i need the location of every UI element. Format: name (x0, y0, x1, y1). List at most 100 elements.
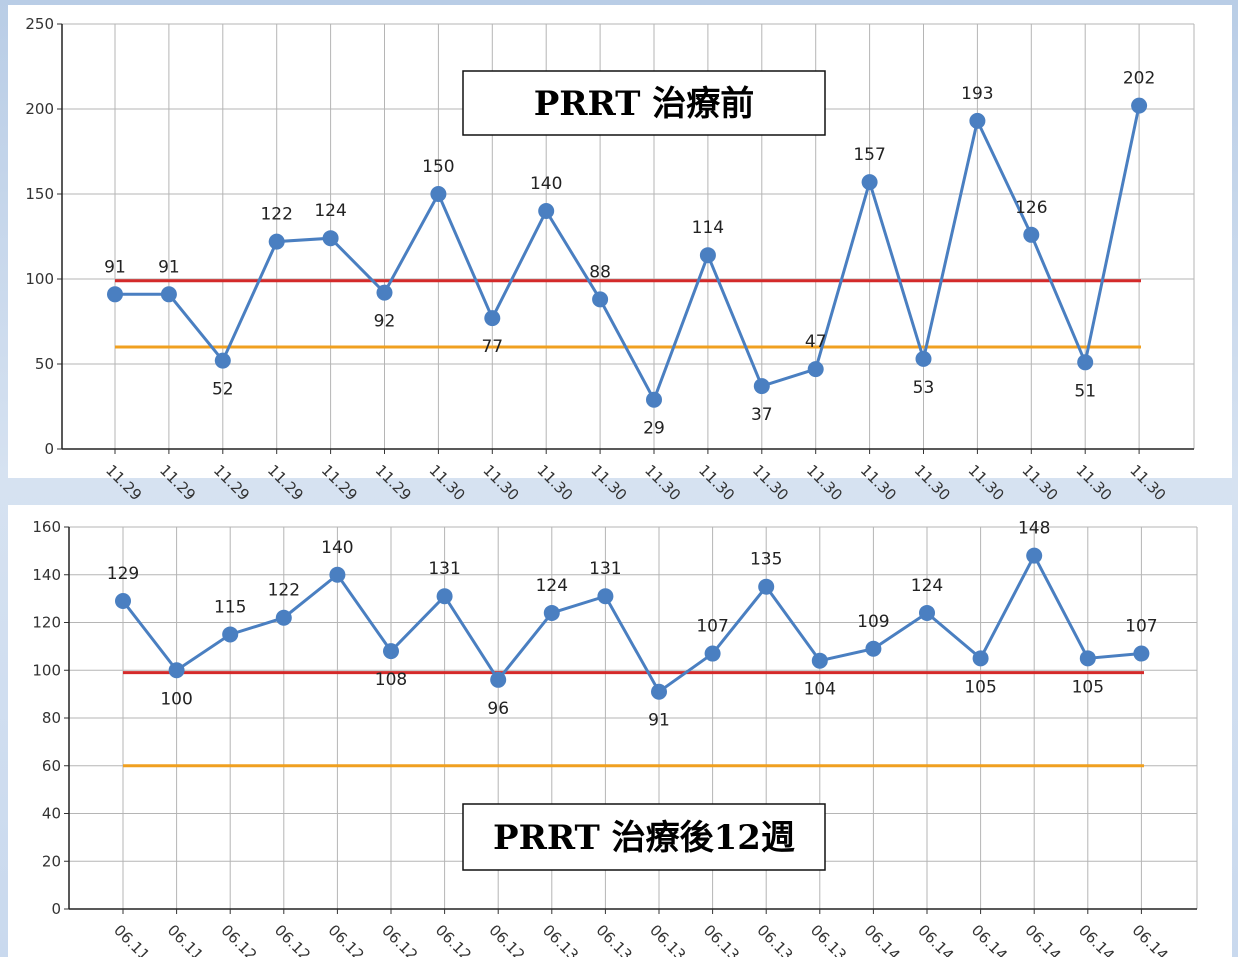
data-point (969, 112, 986, 129)
plot-panel (8, 505, 1232, 957)
data-label: 100 (160, 689, 192, 709)
data-point (436, 588, 453, 605)
data-point (919, 604, 935, 621)
data-point (1131, 97, 1148, 114)
data-label: 91 (648, 711, 670, 731)
data-label: 77 (481, 337, 503, 357)
data-label: 124 (911, 576, 943, 596)
data-point (160, 286, 177, 303)
y-tick-label: 150 (25, 185, 54, 203)
data-label: 124 (536, 576, 568, 596)
data-point (329, 566, 346, 583)
chart-title: PRRT 治療前 (534, 84, 755, 124)
series-line (121, 552, 1142, 694)
data-label: 126 (1015, 198, 1047, 218)
data-point (1077, 354, 1094, 371)
data-label: 51 (1074, 381, 1096, 401)
y-tick-label: 250 (25, 15, 54, 33)
data-label: 105 (1072, 677, 1104, 697)
data-label: 114 (692, 218, 724, 238)
data-label: 105 (964, 677, 996, 697)
data-label: 135 (750, 550, 782, 570)
y-tick-label: 140 (32, 566, 61, 584)
data-label: 104 (804, 680, 836, 700)
data-label: 107 (1125, 617, 1157, 637)
y-tick-label: 100 (25, 270, 54, 288)
data-point (275, 609, 292, 626)
data-label: 122 (260, 205, 292, 225)
data-label: 108 (375, 670, 407, 690)
data-label: 37 (751, 405, 773, 425)
data-point (1023, 226, 1040, 243)
y-tick-label: 80 (42, 709, 61, 727)
data-label: 96 (487, 699, 509, 719)
data-point (651, 683, 667, 700)
data-point (168, 662, 185, 679)
data-point (1079, 650, 1096, 667)
data-point (704, 645, 721, 662)
data-label: 107 (696, 617, 728, 637)
data-label: 131 (589, 559, 621, 579)
data-point (376, 284, 393, 301)
data-point (538, 203, 555, 219)
y-tick-label: 160 (32, 518, 61, 536)
data-label: 122 (268, 581, 300, 601)
data-label: 29 (643, 419, 665, 439)
data-point (115, 593, 131, 610)
data-point (646, 391, 662, 408)
y-tick-label: 0 (44, 440, 54, 458)
data-label: 53 (913, 378, 935, 398)
data-point (861, 174, 878, 191)
data-point (807, 361, 824, 378)
data-point (107, 286, 123, 303)
y-tick-label: 40 (42, 805, 61, 823)
y-tick-label: 50 (35, 355, 54, 373)
y-tick-label: 0 (51, 900, 61, 918)
chart-title: PRRT 治療後12週 (493, 818, 795, 858)
chart-title-box (462, 70, 826, 136)
y-tick-label: 20 (42, 852, 61, 870)
data-label: 148 (1018, 519, 1050, 539)
data-point (543, 604, 560, 621)
data-point (753, 378, 770, 395)
data-label: 131 (428, 559, 460, 579)
data-point (758, 578, 775, 595)
data-label: 157 (853, 145, 885, 165)
data-label: 150 (422, 157, 454, 177)
chart-title-box (462, 803, 826, 871)
data-label: 193 (961, 84, 993, 104)
y-tick-label: 200 (25, 100, 54, 118)
data-point (592, 291, 609, 308)
data-point (915, 350, 932, 367)
data-label: 202 (1123, 69, 1155, 89)
data-label: 140 (530, 174, 562, 194)
data-label: 92 (374, 312, 396, 332)
data-label: 109 (857, 612, 889, 632)
data-point (222, 626, 239, 643)
data-point (484, 310, 501, 327)
data-point (322, 230, 339, 247)
y-tick-label: 60 (42, 757, 61, 775)
data-point (1026, 547, 1043, 564)
data-label: 115 (214, 597, 246, 617)
data-label: 129 (107, 564, 139, 584)
data-label: 140 (321, 538, 353, 558)
data-label: 47 (805, 332, 827, 352)
data-point (811, 652, 828, 669)
data-point (865, 640, 882, 657)
data-point (972, 650, 989, 667)
y-tick-label: 100 (32, 661, 61, 679)
data-point (430, 186, 447, 202)
data-point (699, 247, 716, 264)
data-point (490, 671, 507, 688)
series-line (115, 105, 1141, 404)
data-point (214, 352, 231, 369)
data-point (268, 233, 285, 250)
data-point (597, 588, 614, 605)
data-label: 88 (589, 262, 611, 282)
data-label: 52 (212, 380, 234, 400)
data-point (383, 643, 399, 660)
